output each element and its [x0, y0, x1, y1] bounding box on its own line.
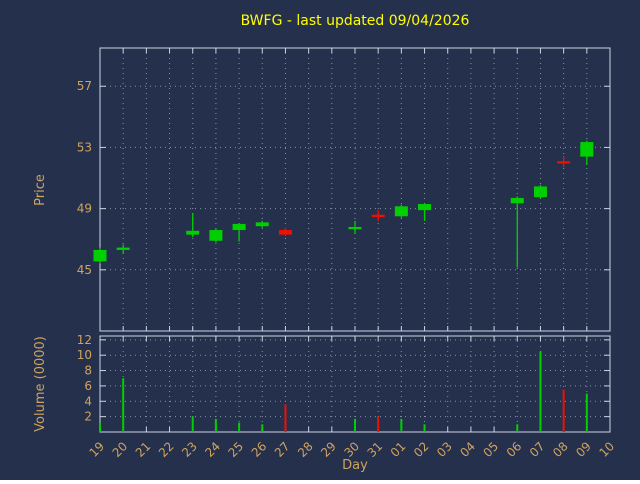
volume-bar	[122, 378, 125, 432]
x-tick-label: 02	[411, 439, 432, 460]
x-tick-label: 03	[434, 439, 455, 460]
candle-body	[209, 230, 223, 241]
candle-body	[533, 186, 547, 198]
volume-bar	[99, 422, 101, 432]
candle-day-25	[232, 223, 246, 432]
x-tick-label: 27	[272, 439, 293, 460]
x-tick-label: 04	[457, 439, 478, 460]
candle-day-27	[278, 227, 292, 432]
price-tick-label: 53	[77, 140, 92, 154]
x-tick-label: 25	[226, 439, 247, 460]
candle-body	[510, 197, 524, 204]
x-tick-label: 29	[318, 439, 339, 460]
volume-bar	[238, 422, 241, 432]
volume-bar	[377, 416, 380, 432]
x-tick-label: 23	[179, 439, 200, 460]
x-tick-label: 07	[527, 439, 548, 460]
candle-body	[394, 206, 408, 217]
candle-day-09	[580, 140, 594, 432]
volume-tick-label: 6	[84, 379, 92, 393]
candle-day-19	[93, 247, 107, 432]
candle-day-06	[510, 196, 524, 432]
x-tick-label: 06	[504, 439, 525, 460]
x-tick-label: 01	[388, 439, 409, 460]
x-tick-label: 08	[550, 439, 571, 460]
candle-body	[557, 161, 571, 164]
chart-title: BWFG - last updated 09/04/2026	[241, 13, 470, 29]
candle-day-02	[418, 203, 432, 432]
axes-layer: 19 20 21 22 23 24 25 26 27 28 29 30 31 01 02 03 04 05 06 07…	[77, 47, 617, 460]
volume-tick-label: 2	[84, 410, 92, 424]
candle-body	[278, 230, 292, 235]
price-tick-label: 49	[77, 202, 92, 216]
candle-day-30	[348, 220, 362, 432]
x-tick-label: 31	[365, 439, 386, 460]
grid-layer	[99, 48, 611, 432]
x-tick-label: 09	[573, 439, 594, 460]
x-tick-label: 22	[156, 439, 177, 460]
candle-day-01	[394, 204, 408, 432]
candle-body	[186, 230, 200, 235]
candle-day-07	[533, 184, 547, 432]
volume-bar	[354, 418, 356, 432]
x-tick-label: 19	[86, 439, 107, 460]
volume-axis-label: Volume (0000)	[33, 336, 48, 432]
price-panel-border	[99, 47, 611, 332]
x-axis-label: Day	[342, 458, 368, 473]
candle-body	[371, 214, 385, 218]
x-tick-label: 28	[295, 439, 316, 460]
volume-bar	[423, 424, 426, 432]
candle-day-31	[371, 210, 385, 432]
candle-body	[580, 142, 594, 157]
candle-day-08	[557, 155, 571, 432]
candle-day-23	[186, 213, 200, 432]
volume-bar	[539, 351, 542, 432]
candle-day-24	[209, 228, 223, 432]
volume-bar	[516, 424, 519, 432]
candles-and-volume-layer	[93, 140, 594, 432]
x-tick-label: 20	[110, 439, 131, 460]
price-axis-label: Price	[33, 174, 48, 206]
x-tick-label: 24	[202, 439, 223, 460]
candle-body	[348, 226, 362, 230]
volume-tick-label: 12	[77, 333, 92, 347]
candle-body	[116, 247, 130, 250]
x-tick-label: 30	[341, 439, 362, 460]
candle-body	[255, 222, 269, 227]
price-tick-label: 45	[77, 263, 92, 277]
volume-bar	[191, 416, 194, 432]
x-tick-label: 26	[249, 439, 270, 460]
volume-bar	[400, 418, 403, 432]
volume-bar	[284, 404, 287, 432]
candle-body	[418, 204, 432, 211]
volume-bar	[585, 393, 588, 432]
price-tick-label: 57	[77, 79, 92, 93]
volume-panel-border	[99, 335, 611, 433]
x-tick-label: 21	[133, 439, 154, 460]
volume-bar	[562, 389, 565, 432]
volume-bar	[261, 424, 264, 432]
candle-body	[93, 249, 107, 262]
candle-day-26	[255, 220, 269, 432]
candle-day-20	[116, 244, 130, 432]
volume-tick-label: 8	[84, 364, 92, 378]
volume-tick-label: 10	[77, 348, 92, 362]
candle-body	[232, 223, 246, 231]
x-tick-label: 05	[481, 439, 502, 460]
volume-tick-label: 4	[84, 394, 92, 408]
volume-bar	[214, 418, 217, 432]
x-tick-label: 10	[596, 439, 617, 460]
